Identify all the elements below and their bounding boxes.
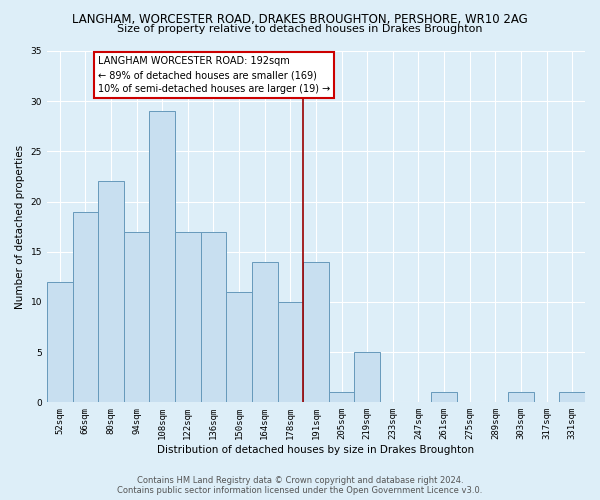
Bar [226,292,252,403]
Bar [431,392,457,402]
Bar [303,262,329,402]
Y-axis label: Number of detached properties: Number of detached properties [15,144,25,308]
Text: LANGHAM WORCESTER ROAD: 192sqm
← 89% of detached houses are smaller (169)
10% of: LANGHAM WORCESTER ROAD: 192sqm ← 89% of … [98,56,331,94]
Bar [175,232,200,402]
Bar [329,392,355,402]
Text: Size of property relative to detached houses in Drakes Broughton: Size of property relative to detached ho… [117,24,483,34]
Bar [252,262,278,402]
Bar [73,212,98,402]
Bar [508,392,534,402]
Bar [124,232,149,402]
Bar [355,352,380,403]
Bar [200,232,226,402]
Text: Contains HM Land Registry data © Crown copyright and database right 2024.
Contai: Contains HM Land Registry data © Crown c… [118,476,482,495]
Bar [278,302,303,402]
Text: LANGHAM, WORCESTER ROAD, DRAKES BROUGHTON, PERSHORE, WR10 2AG: LANGHAM, WORCESTER ROAD, DRAKES BROUGHTO… [72,12,528,26]
X-axis label: Distribution of detached houses by size in Drakes Broughton: Distribution of detached houses by size … [157,445,475,455]
Bar [98,182,124,402]
Bar [47,282,73,403]
Bar [149,111,175,403]
Bar [559,392,585,402]
